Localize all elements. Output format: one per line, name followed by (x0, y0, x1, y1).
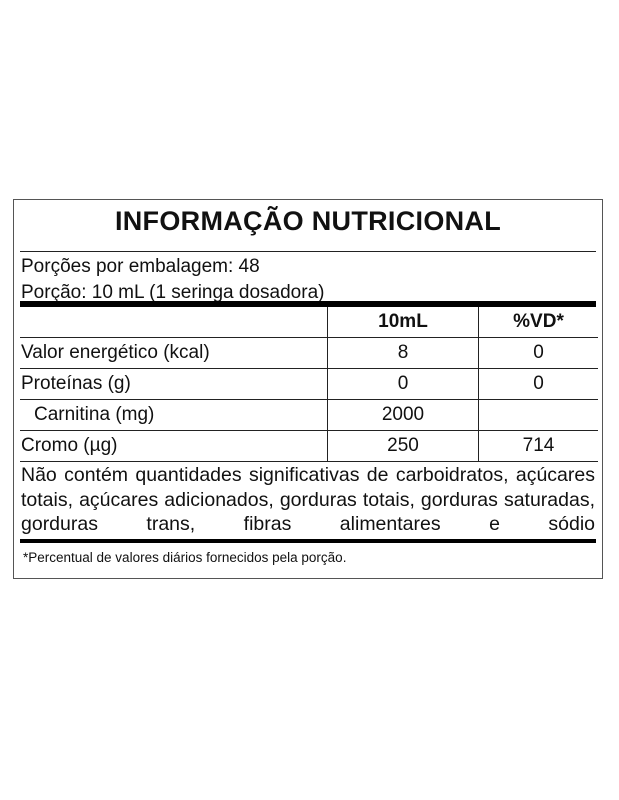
table-row: Valor energético (kcal) 8 0 (20, 337, 598, 369)
table-row: Proteínas (g) 0 0 (20, 368, 598, 400)
table-header-row: 10mL %VD* (20, 307, 598, 338)
servings-per-package: Porções por embalagem: 48 (21, 256, 260, 277)
nutrient-dv: 0 (478, 337, 598, 369)
nutrient-name: Carnitina (mg) (20, 399, 328, 431)
nutrient-dv: 714 (478, 430, 598, 462)
divider (20, 251, 596, 252)
header-nutrient (20, 307, 328, 338)
nutrient-amount: 8 (327, 337, 479, 369)
disclaimer-text: Não contém quantidades significativas de… (21, 464, 595, 535)
nutrient-name: Valor energético (kcal) (20, 337, 328, 369)
nutrient-amount: 250 (327, 430, 479, 462)
nutrient-name: Cromo (µg) (20, 430, 328, 462)
nutrition-label: INFORMAÇÃO NUTRICIONAL Porções por embal… (13, 199, 603, 579)
thick-divider (20, 539, 596, 543)
footnote: *Percentual de valores diários fornecido… (23, 550, 347, 565)
header-amount: 10mL (327, 307, 479, 338)
table-row: Carnitina (mg) 2000 (20, 399, 598, 431)
nutrient-dv (478, 399, 598, 431)
thick-divider (20, 301, 596, 307)
nutrient-dv: 0 (478, 368, 598, 400)
nutrient-amount: 2000 (327, 399, 479, 431)
nutrition-table: 10mL %VD* Valor energético (kcal) 8 0 Pr… (20, 307, 598, 462)
serving-size: Porção: 10 mL (1 seringa dosadora) (21, 282, 325, 303)
header-dv: %VD* (478, 307, 598, 338)
nutrient-amount: 0 (327, 368, 479, 400)
table-row: Cromo (µg) 250 714 (20, 430, 598, 462)
nutrient-name: Proteínas (g) (20, 368, 328, 400)
label-title: INFORMAÇÃO NUTRICIONAL (114, 206, 502, 236)
